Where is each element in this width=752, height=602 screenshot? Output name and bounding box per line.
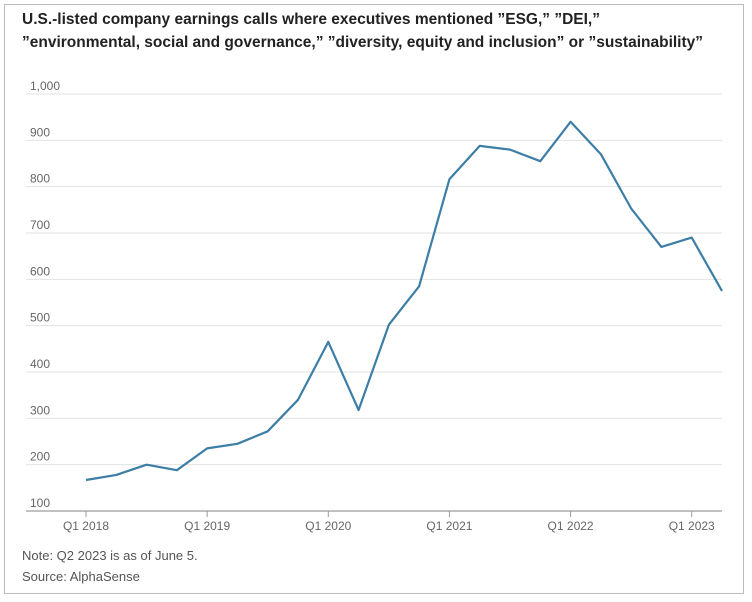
chart-title: U.S.-listed company earnings calls where… [22, 8, 732, 54]
x-tick-label: Q1 2023 [669, 519, 715, 533]
x-axis-ticks: Q1 2018 Q1 2019 Q1 2020 Q1 2021 Q1 2022 Q1 20… [63, 511, 715, 533]
x-tick-label: Q1 2018 [63, 519, 109, 533]
y-tick-label: 500 [30, 311, 50, 325]
series-line [85, 120, 723, 482]
y-tick-label: 700 [30, 218, 50, 232]
x-tick-label: Q1 2019 [184, 519, 230, 533]
y-tick-label: 100 [30, 496, 50, 510]
chart-note: Note: Q2 2023 is as of June 5. [22, 548, 198, 563]
y-tick-label: 600 [30, 264, 50, 278]
chart-title-line-1: U.S.-listed company earnings calls where… [22, 11, 600, 28]
y-tick-label: 1,000 [30, 79, 60, 93]
chart-frame [4, 4, 744, 594]
x-tick-label: Q1 2022 [548, 519, 594, 533]
y-tick-label: 400 [30, 357, 50, 371]
x-tick-label: Q1 2021 [426, 519, 472, 533]
y-tick-label: 800 [30, 172, 50, 186]
chart-source: Source: AlphaSense [22, 569, 140, 584]
x-tick-label: Q1 2020 [305, 519, 351, 533]
y-tick-label: 300 [30, 403, 50, 417]
gridlines [26, 93, 722, 512]
y-axis-ticks: 100 200 300 400 500 600 700 800 900 1,000 [30, 79, 60, 510]
chart-title-line-2: ”environmental, social and governance,” … [22, 34, 704, 51]
y-tick-label: 900 [30, 125, 50, 139]
series-group [85, 120, 723, 482]
y-tick-label: 200 [30, 450, 50, 464]
